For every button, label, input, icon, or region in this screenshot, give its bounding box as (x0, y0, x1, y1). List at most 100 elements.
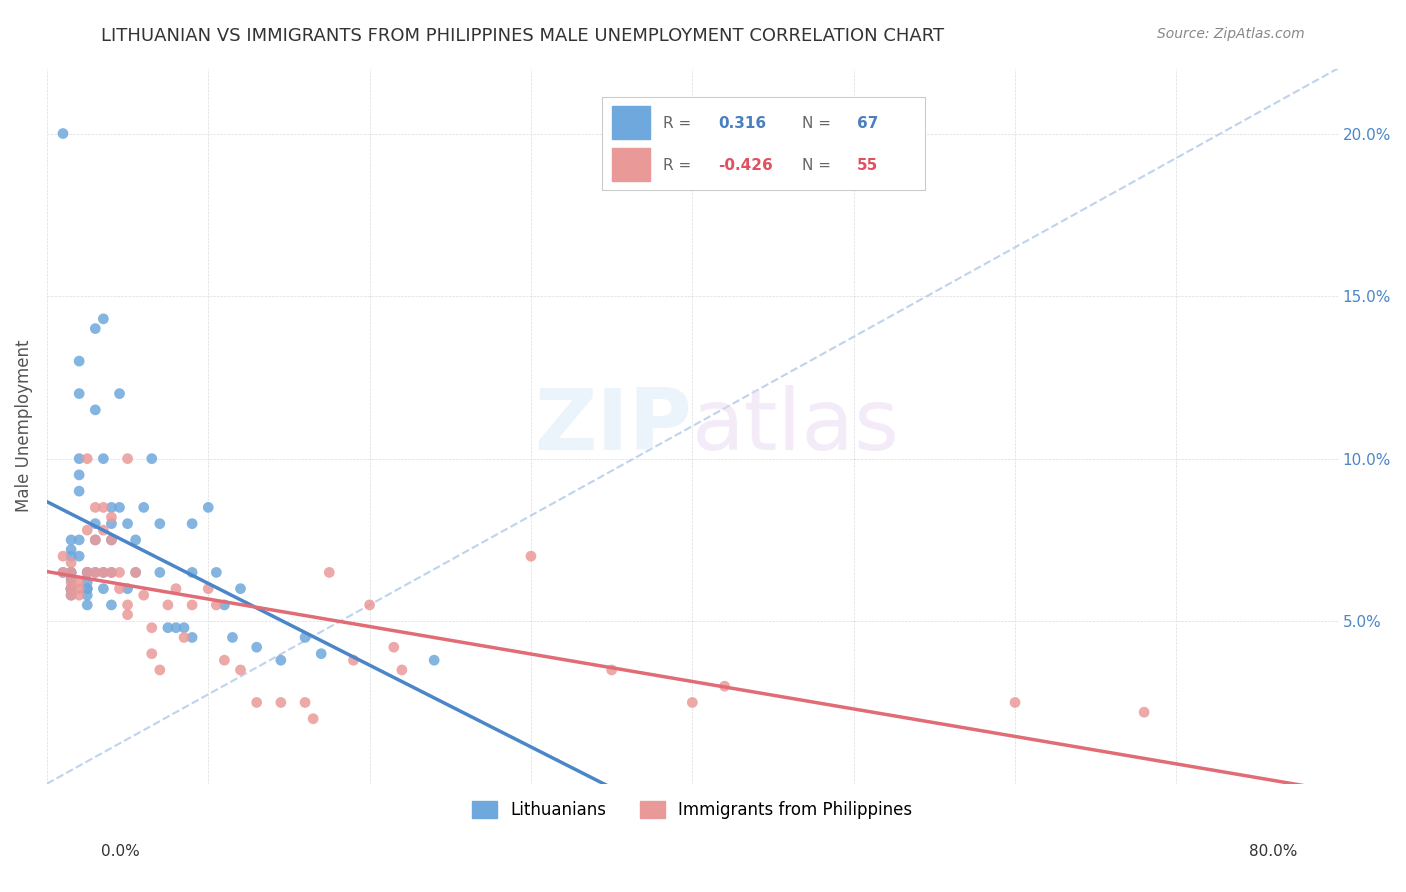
Point (93, 566, 115, 580)
Point (181, 566, 204, 580)
Point (294, 631, 316, 645)
Point (93, 451, 115, 466)
Point (84, 500, 107, 515)
Point (60, 582, 83, 596)
Point (423, 653, 446, 667)
Point (246, 640, 269, 655)
Point (342, 653, 364, 667)
Text: LITHUANIAN VS IMMIGRANTS FROM PHILIPPINES MALE UNEMPLOYMENT CORRELATION CHART: LITHUANIAN VS IMMIGRANTS FROM PHILIPPINE… (101, 27, 945, 45)
Point (214, 598, 236, 612)
Point (52, 127, 75, 141)
Point (117, 582, 139, 596)
Point (294, 696, 316, 710)
Point (197, 582, 219, 596)
Point (149, 516, 172, 531)
Point (117, 516, 139, 531)
Point (84, 321, 107, 335)
Point (76, 598, 98, 612)
Point (60, 566, 83, 580)
Point (84, 566, 107, 580)
Point (141, 621, 163, 635)
Point (713, 679, 735, 693)
Point (60, 588, 83, 602)
Point (84, 533, 107, 547)
Text: ZIP: ZIP (534, 384, 692, 467)
Text: Source: ZipAtlas.com: Source: ZipAtlas.com (1157, 27, 1305, 41)
Point (60, 566, 83, 580)
Point (60, 582, 83, 596)
Point (93, 523, 115, 537)
Point (76, 582, 98, 596)
Point (132, 588, 155, 602)
Point (67, 582, 90, 596)
Point (108, 582, 131, 596)
Point (1004, 696, 1026, 710)
Point (600, 663, 623, 677)
Point (165, 582, 187, 596)
Point (100, 533, 122, 547)
Point (76, 566, 98, 580)
Point (76, 523, 98, 537)
Text: atlas: atlas (692, 384, 900, 467)
Point (141, 647, 163, 661)
Point (117, 607, 139, 622)
Point (60, 582, 83, 596)
Point (359, 598, 381, 612)
Point (149, 663, 172, 677)
Y-axis label: Male Unemployment: Male Unemployment (15, 340, 32, 512)
Point (76, 588, 98, 602)
Point (117, 451, 139, 466)
Point (520, 549, 543, 564)
Point (52, 566, 75, 580)
Point (181, 598, 204, 612)
Point (60, 582, 83, 596)
Point (93, 500, 115, 515)
Point (67, 588, 90, 602)
Point (181, 516, 204, 531)
Point (246, 696, 269, 710)
Point (93, 311, 115, 326)
Point (100, 510, 122, 524)
Point (149, 566, 172, 580)
Point (52, 566, 75, 580)
Point (60, 542, 83, 557)
Point (100, 500, 122, 515)
Point (132, 500, 155, 515)
Point (100, 566, 122, 580)
Point (214, 653, 236, 667)
Point (197, 500, 219, 515)
Point (84, 533, 107, 547)
Point (100, 516, 122, 531)
Point (67, 354, 90, 368)
Point (156, 621, 179, 635)
Point (108, 566, 131, 580)
Point (270, 696, 292, 710)
Point (100, 533, 122, 547)
Point (382, 640, 405, 655)
Point (67, 484, 90, 499)
Point (60, 566, 83, 580)
Point (173, 631, 195, 645)
Point (76, 575, 98, 590)
Point (76, 451, 98, 466)
Point (124, 566, 146, 580)
Point (60, 575, 83, 590)
Point (124, 533, 146, 547)
Point (270, 653, 292, 667)
Legend: Lithuanians, Immigrants from Philippines: Lithuanians, Immigrants from Philippines (465, 794, 920, 825)
Text: 0.0%: 0.0% (101, 845, 141, 859)
Point (84, 402, 107, 417)
Point (100, 598, 122, 612)
Point (76, 566, 98, 580)
Point (67, 386, 90, 401)
Point (100, 566, 122, 580)
Point (205, 598, 228, 612)
Point (173, 621, 195, 635)
Point (67, 467, 90, 482)
Text: 80.0%: 80.0% (1250, 845, 1298, 859)
Point (229, 582, 252, 596)
Point (391, 663, 413, 677)
Point (117, 598, 139, 612)
Point (165, 621, 187, 635)
Point (67, 575, 90, 590)
